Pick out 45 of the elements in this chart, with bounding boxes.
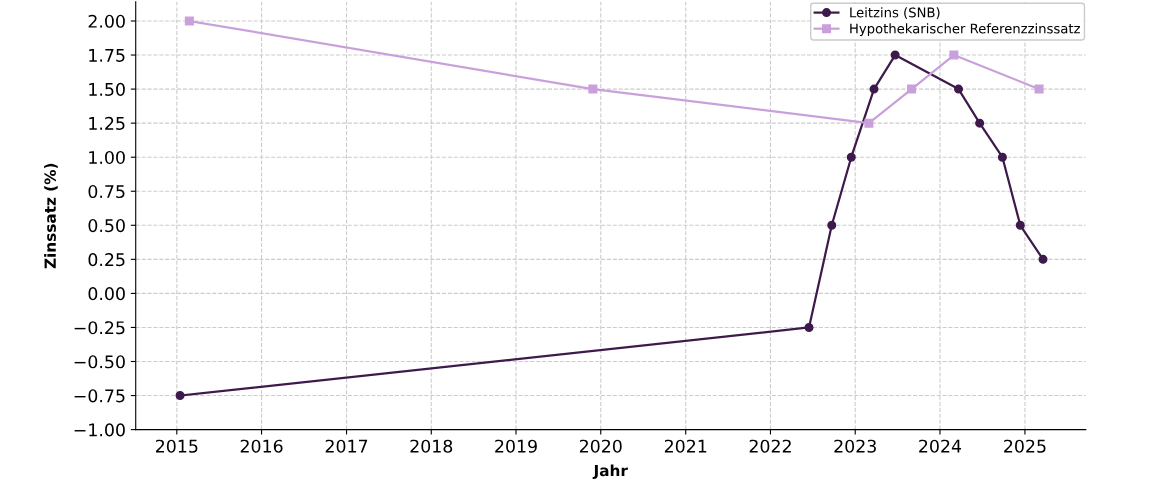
point xyxy=(907,84,917,94)
x-tick-label: 2023 xyxy=(834,439,876,453)
y-tick-label: −0.25 xyxy=(74,321,125,335)
point xyxy=(1015,220,1025,230)
point xyxy=(864,118,874,128)
x-tick-label: 2024 xyxy=(919,439,962,453)
point xyxy=(804,322,814,332)
point xyxy=(975,118,985,128)
y-tick-label: 1.75 xyxy=(89,48,125,62)
y-tick-label: 1.50 xyxy=(89,82,125,96)
y-tick-label: −0.75 xyxy=(74,389,125,403)
x-tick-label: 2017 xyxy=(325,439,368,453)
y-tick-label: 0.25 xyxy=(88,253,125,267)
point xyxy=(949,50,959,60)
point xyxy=(954,84,964,94)
y-tick-label: −0.50 xyxy=(74,355,125,369)
point xyxy=(890,50,900,60)
x-tick-label: 2016 xyxy=(240,439,283,453)
point xyxy=(175,391,185,401)
x-tick-label: 2025 xyxy=(1004,439,1046,453)
x-tick-label: 2020 xyxy=(579,439,622,453)
y-tick-label: 1.25 xyxy=(89,116,125,130)
x-tick-label: 2018 xyxy=(410,439,453,453)
point xyxy=(827,220,837,230)
point xyxy=(869,84,879,94)
x-tick-label: 2022 xyxy=(749,439,791,453)
point xyxy=(588,84,598,94)
point xyxy=(846,152,856,162)
x-tick-label: 2021 xyxy=(664,439,707,453)
legend-label: Leitzins (SNB) xyxy=(850,7,940,19)
y-tick-label: 1.00 xyxy=(89,150,125,165)
y-tick-label: 0.00 xyxy=(88,287,125,301)
y-axis-title: Zinssatz (%) xyxy=(44,163,58,269)
y-tick-label: 0.50 xyxy=(88,219,125,233)
y-tick-label: 2.00 xyxy=(88,14,125,28)
legend-label: Hypothekarischer Referenzzinssatz xyxy=(850,23,1080,37)
y-tick-label: 0.75 xyxy=(88,184,125,199)
point xyxy=(997,152,1007,162)
point xyxy=(184,16,194,26)
point xyxy=(1038,254,1048,264)
y-tick-label: −1.00 xyxy=(74,423,125,437)
x-tick-label: 2019 xyxy=(495,439,537,453)
x-axis-title: Jahr xyxy=(592,464,628,480)
point xyxy=(1034,84,1044,94)
x-tick-label: 2015 xyxy=(155,439,198,453)
